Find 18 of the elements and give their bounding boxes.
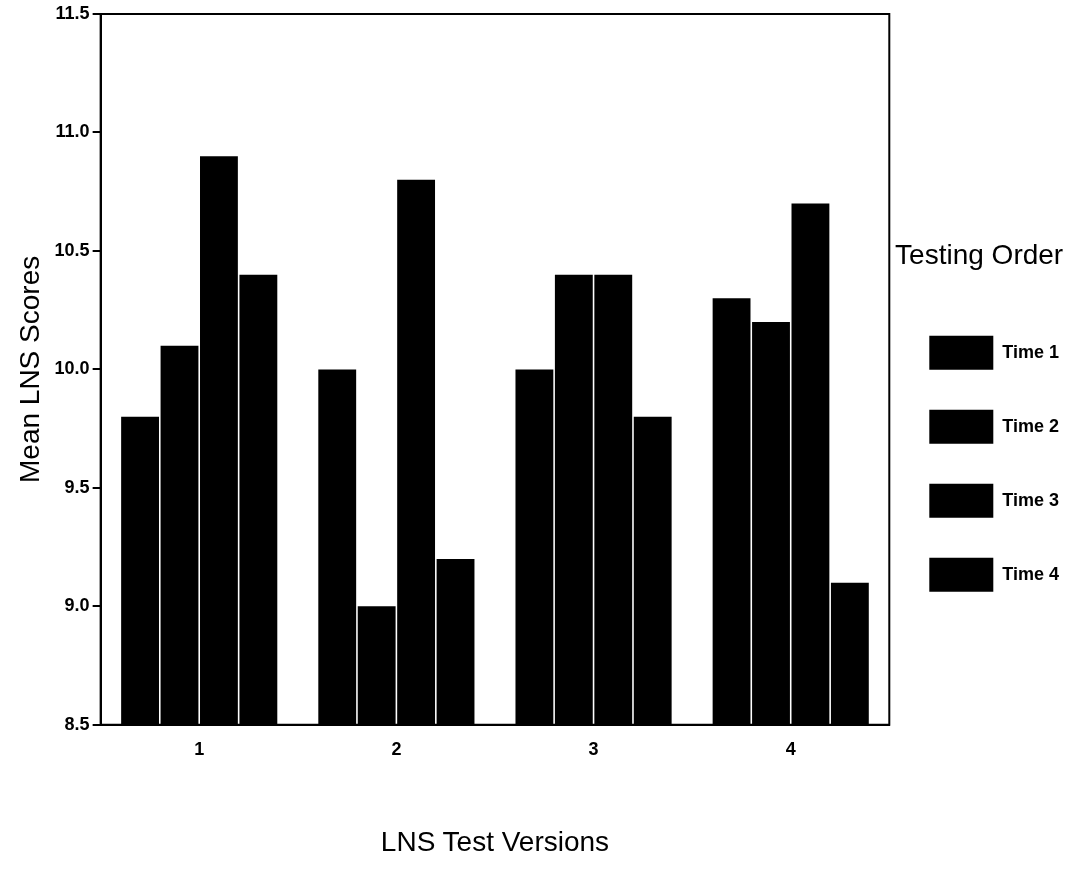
legend-title: Testing Order bbox=[895, 238, 1064, 270]
legend-label: Time 4 bbox=[1002, 563, 1059, 584]
y-tick-label: 11.0 bbox=[55, 121, 90, 142]
y-tick-label: 9.5 bbox=[64, 476, 90, 497]
y-tick-label: 8.5 bbox=[64, 713, 90, 734]
y-axis-title: Mean LNS Scores bbox=[13, 255, 45, 484]
legend-label: Time 2 bbox=[1002, 415, 1059, 436]
y-tick-label: 9.0 bbox=[64, 595, 90, 616]
x-tick-label: 4 bbox=[785, 738, 796, 759]
y-tick-label: 10.5 bbox=[54, 239, 90, 260]
x-tick-label: 1 bbox=[194, 738, 205, 759]
y-tick-label: 10.0 bbox=[54, 358, 90, 379]
legend-label: Time 1 bbox=[1002, 341, 1059, 362]
legend-label: Time 3 bbox=[1002, 489, 1059, 510]
x-tick-label: 3 bbox=[588, 738, 599, 759]
x-tick-label: 2 bbox=[391, 738, 402, 759]
x-axis-title: LNS Test Versions bbox=[380, 825, 610, 857]
y-tick-label: 11.5 bbox=[55, 2, 90, 23]
